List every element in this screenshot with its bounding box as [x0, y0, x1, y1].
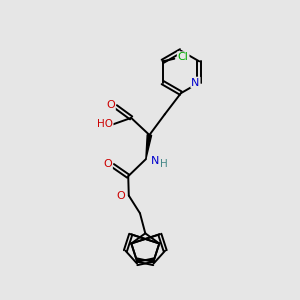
Text: H: H [160, 159, 168, 169]
Text: O: O [117, 190, 125, 201]
Text: O: O [103, 158, 112, 169]
Text: HO: HO [97, 119, 113, 129]
Text: O: O [106, 100, 115, 110]
Polygon shape [146, 135, 152, 159]
Text: N: N [151, 156, 159, 166]
Text: Cl: Cl [178, 52, 189, 62]
Text: N: N [191, 78, 200, 88]
